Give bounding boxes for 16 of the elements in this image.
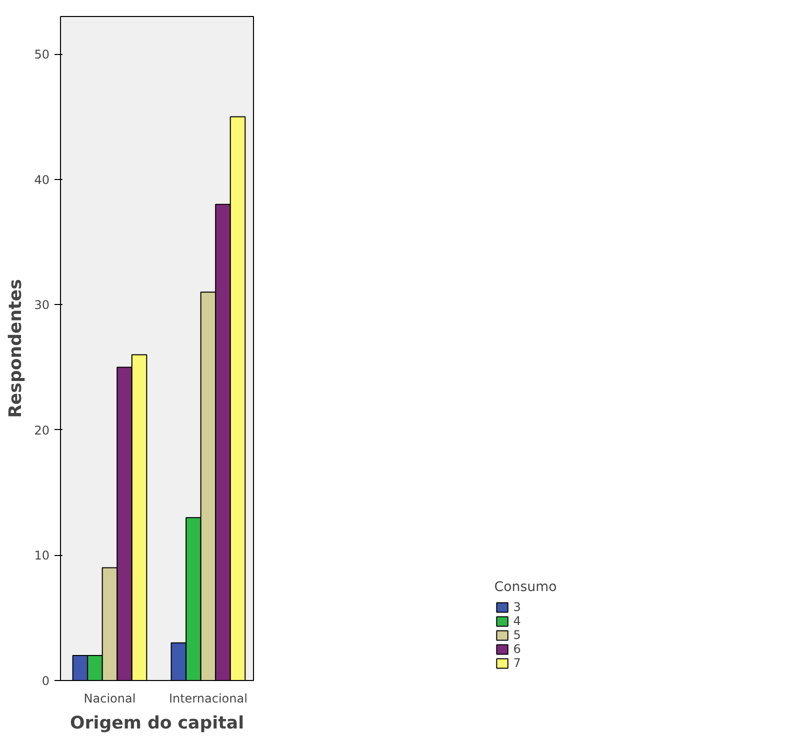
y-tick-label: 50: [34, 48, 50, 62]
y-tick-label: 30: [34, 298, 50, 312]
legend-label: 5: [513, 628, 522, 642]
legend-title: Consumo: [494, 580, 557, 595]
x-tick-label: Nacional: [84, 692, 136, 706]
y-tick-label: 40: [34, 172, 50, 187]
y-tick-label: 20: [34, 423, 50, 438]
y-axis-title: Respondentes: [6, 279, 26, 418]
y-tick-label: 0: [42, 674, 50, 688]
legend-label: 7: [513, 656, 522, 670]
legend-label: 4: [513, 614, 522, 628]
legend-label: 3: [513, 600, 522, 614]
y-tick-label: 10: [34, 548, 50, 563]
legend-label: 6: [513, 642, 522, 656]
x-axis-title: Origem do capital: [70, 714, 244, 734]
x-tick-label: Internacional: [168, 692, 248, 706]
